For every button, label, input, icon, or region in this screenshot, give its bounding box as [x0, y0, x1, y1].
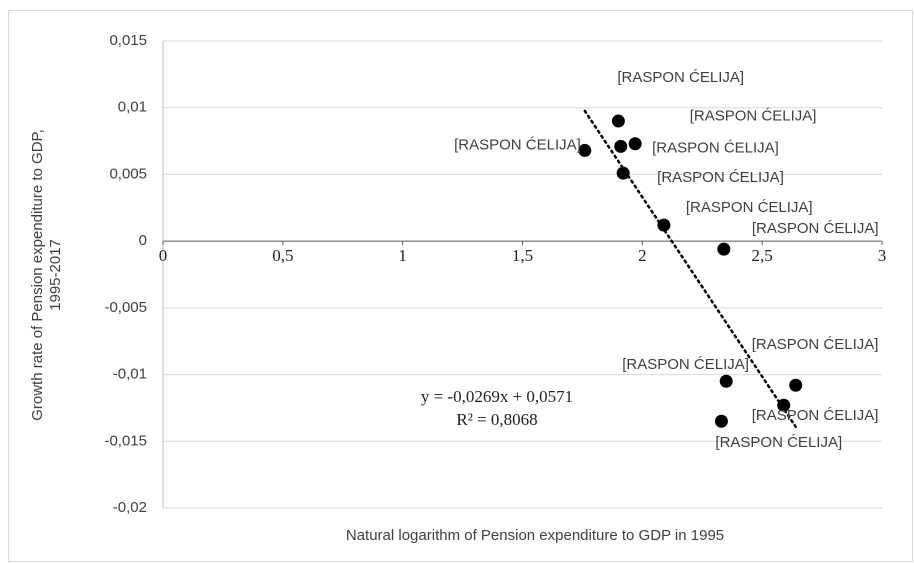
- data-label: [RASPON ĆELIJA]: [686, 199, 813, 216]
- x-tick-label: 2: [638, 246, 647, 265]
- x-tick-label: 1: [398, 246, 407, 265]
- trendline-equation: y = -0,0269x + 0,0571: [421, 387, 573, 406]
- x-tick-label: 2,5: [752, 246, 773, 265]
- x-tick-label: 1,5: [512, 246, 533, 265]
- x-tick-label: 0: [159, 246, 168, 265]
- data-label: [RASPON ĆELIJA]: [715, 434, 842, 451]
- data-point: [717, 242, 731, 256]
- y-tick-label: -0,02: [113, 499, 147, 516]
- y-tick-label: 0,015: [109, 32, 147, 49]
- data-point: [714, 414, 728, 428]
- x-tick-label: 0,5: [272, 246, 293, 265]
- data-label: [RASPON ĆELIJA]: [690, 107, 817, 124]
- x-tick-label: 3: [878, 246, 887, 265]
- data-point: [789, 378, 803, 392]
- y-tick-label: 0,005: [109, 165, 147, 182]
- data-label: [RASPON ĆELIJA]: [752, 220, 879, 237]
- data-point: [777, 398, 791, 412]
- data-label: [RASPON ĆELIJA]: [617, 69, 744, 86]
- y-tick-label: -0,005: [104, 299, 147, 316]
- data-label: [RASPON ĆELIJA]: [752, 407, 879, 424]
- data-label: [RASPON ĆELIJA]: [652, 140, 779, 157]
- data-point: [578, 143, 592, 157]
- data-point: [719, 374, 733, 388]
- y-tick-label: -0,01: [113, 366, 147, 383]
- chart-border: [8, 10, 913, 562]
- data-point: [614, 139, 628, 153]
- y-tick-label: -0,015: [104, 432, 147, 449]
- y-tick-label: 0: [139, 232, 147, 249]
- data-label: [RASPON ĆELIJA]: [657, 169, 784, 186]
- data-label: [RASPON ĆELIJA]: [752, 336, 879, 353]
- y-tick-label: 0,01: [118, 99, 147, 116]
- trendline-r2: R² = 0,8068: [456, 410, 537, 429]
- y-axis-title: Growth rate of Pension expenditure to GD…: [29, 129, 46, 421]
- data-label: [RASPON ĆELIJA]: [454, 136, 581, 153]
- data-point: [657, 218, 671, 232]
- data-point: [616, 166, 630, 180]
- data-point: [611, 114, 625, 128]
- data-point: [628, 137, 642, 151]
- y-axis-title: 1995-2017: [47, 239, 64, 311]
- x-axis-title: Natural logarithm of Pension expenditure…: [346, 527, 724, 544]
- data-label: [RASPON ĆELIJA]: [622, 356, 749, 373]
